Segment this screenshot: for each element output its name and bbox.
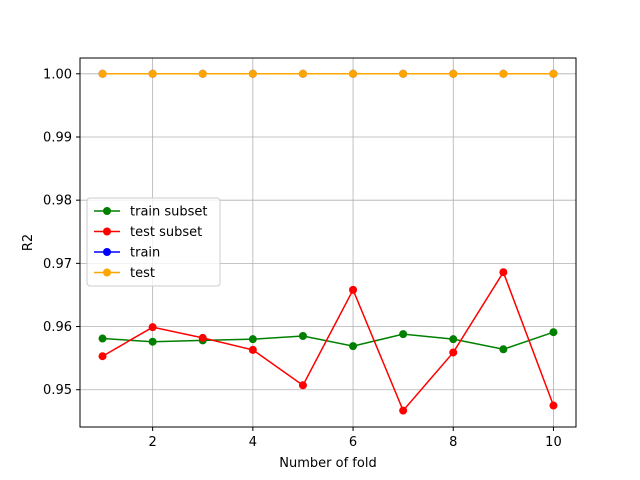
data-point [148, 337, 157, 346]
legend: train subset test subset train test [86, 197, 221, 287]
legend-item: test [94, 266, 155, 281]
x-tick-label: 4 [249, 435, 257, 450]
y-tick-label: 0.97 [43, 257, 72, 272]
legend-item: train [94, 246, 160, 261]
legend-item: train subset [94, 205, 208, 220]
data-point [198, 333, 207, 342]
data-point [349, 69, 358, 78]
legend-item: test subset [94, 225, 202, 240]
series-test-subset [98, 268, 558, 415]
legend-label: test subset [130, 225, 202, 240]
legend-marker [103, 207, 111, 215]
data-point [98, 352, 107, 361]
data-point [399, 330, 408, 339]
y-axis-label: R2 [21, 234, 36, 251]
legend-marker [103, 268, 111, 277]
data-point [298, 381, 307, 390]
data-point [549, 401, 558, 410]
data-point [499, 69, 508, 78]
data-point [98, 69, 107, 78]
data-point [349, 285, 358, 294]
x-tick-label: 6 [349, 435, 357, 450]
data-point [298, 332, 307, 341]
data-point [449, 335, 458, 344]
y-tick-label: 0.95 [43, 383, 72, 398]
data-point [148, 323, 157, 332]
data-point [549, 69, 558, 78]
data-point [499, 268, 508, 277]
y-tick-label: 0.96 [43, 320, 72, 335]
legend-marker [103, 227, 111, 236]
x-tick-label: 2 [149, 435, 157, 450]
data-point [549, 328, 558, 337]
x-axis-ticks: 2 4 6 8 10 [149, 427, 562, 450]
x-tick-label: 8 [449, 435, 457, 450]
data-point [298, 69, 307, 78]
data-point [248, 345, 257, 354]
x-axis-label: Number of fold [279, 456, 376, 471]
data-point [449, 69, 458, 78]
data-point [148, 69, 157, 78]
legend-box [86, 197, 221, 287]
series-line [102, 331, 554, 351]
legend-marker [103, 248, 111, 256]
data-point [248, 69, 257, 78]
series-line [102, 270, 555, 412]
data-point [449, 348, 458, 357]
legend-label: test [130, 266, 155, 281]
x-tick-label: 10 [545, 435, 562, 450]
data-point [349, 342, 358, 351]
data-point [499, 345, 508, 354]
series-test [98, 69, 558, 78]
y-axis-ticks: 0.95 0.96 0.97 0.98 0.99 1.00 [43, 67, 80, 398]
legend-label: train [130, 246, 160, 261]
data-point [198, 69, 207, 78]
data-point [248, 335, 257, 344]
y-tick-label: 1.00 [43, 67, 72, 82]
plot-frame [79, 57, 577, 428]
legend-label: train subset [130, 205, 208, 220]
y-tick-label: 0.99 [43, 130, 72, 145]
data-point [399, 69, 408, 78]
data-point [98, 334, 107, 343]
y-tick-label: 0.98 [43, 194, 72, 209]
series-layer [98, 69, 558, 415]
data-point [399, 406, 408, 415]
series-train-subset [98, 328, 558, 354]
